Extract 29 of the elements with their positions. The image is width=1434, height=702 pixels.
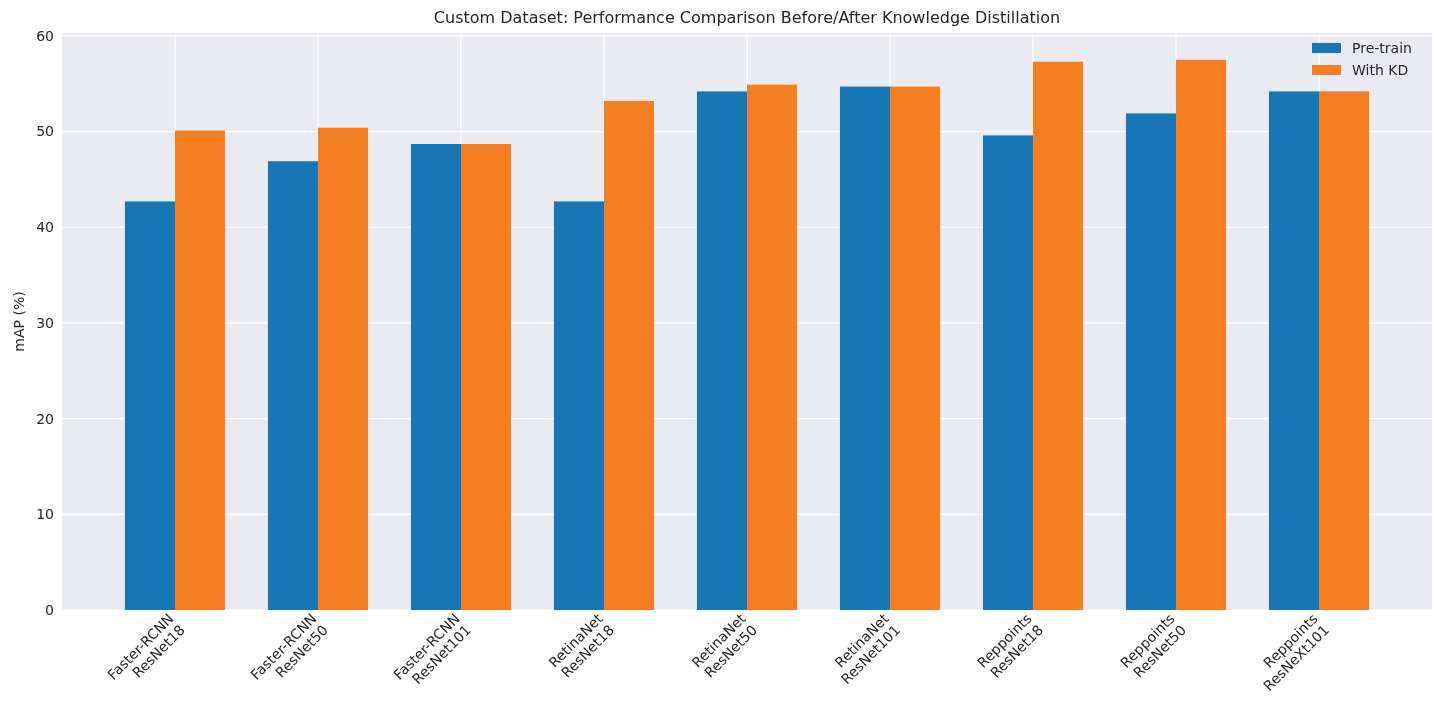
- y-tick-label: 40: [36, 219, 54, 236]
- y-tick-label: 20: [36, 410, 54, 427]
- y-tick-label: 10: [36, 506, 54, 523]
- bar: [1033, 61, 1084, 610]
- bar: [747, 84, 798, 610]
- chart-title: Custom Dataset: Performance Comparison Before/After Knowledge Distillation: [433, 8, 1061, 27]
- y-tick-label: 0: [45, 601, 54, 618]
- bar: [174, 130, 226, 610]
- bar: [1125, 113, 1177, 610]
- bar: [1268, 91, 1320, 610]
- bar: [696, 91, 747, 610]
- bar: [553, 201, 604, 610]
- bar: [410, 144, 461, 610]
- bar: [267, 161, 318, 610]
- bar: [1176, 59, 1227, 610]
- y-tick-label: 60: [36, 27, 54, 44]
- bar: [1319, 91, 1370, 610]
- y-tick-label: 30: [36, 314, 54, 331]
- bar: [460, 144, 512, 610]
- legend-label: Pre-train: [1352, 39, 1412, 56]
- y-tick-label: 50: [36, 123, 54, 140]
- bar: [317, 127, 369, 610]
- bar: [603, 100, 655, 610]
- bar: [839, 86, 891, 610]
- bar: [982, 135, 1034, 610]
- bar: [124, 201, 175, 610]
- y-axis-title: mAP (%): [11, 291, 27, 352]
- bar: [890, 86, 941, 610]
- legend-label: With KD: [1352, 61, 1409, 78]
